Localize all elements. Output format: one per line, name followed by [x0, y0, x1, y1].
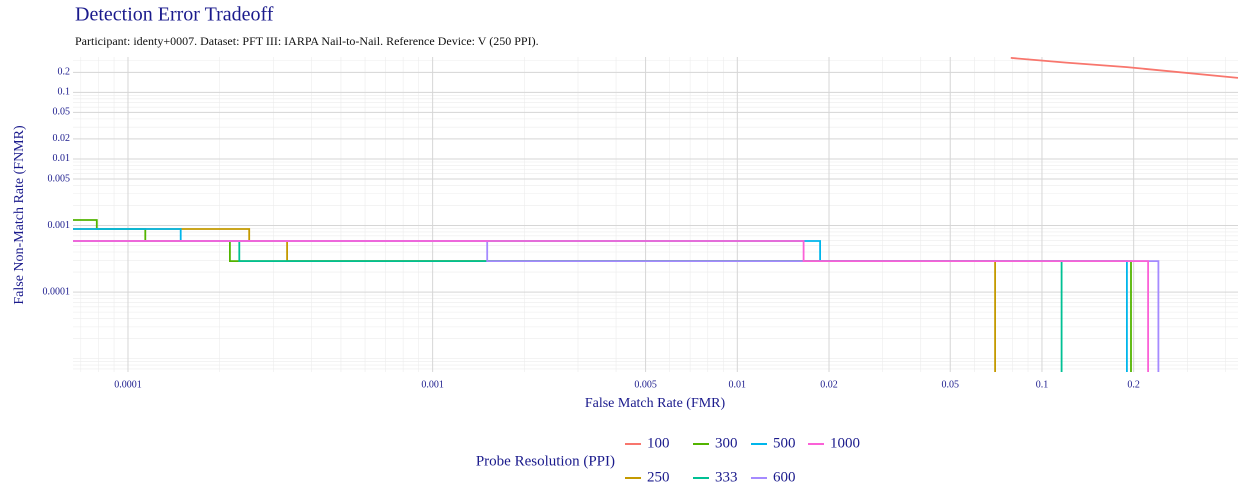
legend-label: 300	[715, 435, 738, 451]
series-line	[73, 219, 1132, 372]
series-line	[73, 240, 1063, 372]
x-tick-label: 0.001	[421, 379, 444, 390]
x-tick-label: 0.02	[820, 379, 838, 390]
y-axis-title: False Non-Match Rate (FNMR)	[12, 125, 27, 305]
chart-title: Detection Error Tradeoff	[75, 4, 274, 26]
series-line	[1010, 57, 1238, 79]
legend-label: 600	[773, 469, 796, 485]
x-tick-label: 0.1	[1036, 379, 1049, 390]
legend-title: Probe Resolution (PPI)	[476, 453, 615, 469]
legend-label: 1000	[830, 435, 860, 451]
legend-label: 100	[647, 435, 670, 451]
x-tick-label: 0.005	[634, 379, 657, 390]
legend-label: 333	[715, 469, 738, 485]
chart-subtitle: Participant: identy+0007. Dataset: PFT I…	[75, 34, 539, 48]
x-axis-title: False Match Rate (FMR)	[585, 396, 726, 411]
y-tick-label: 0.1	[58, 87, 71, 98]
legend-label: 250	[647, 469, 670, 485]
y-tick-label: 0.0001	[43, 286, 71, 297]
x-tick-label: 0.2	[1127, 379, 1140, 390]
y-tick-label: 0.2	[58, 67, 71, 78]
y-tick-label: 0.02	[53, 133, 71, 144]
y-tick-label: 0.001	[48, 220, 71, 231]
series-line	[73, 240, 1149, 372]
legend-label: 500	[773, 435, 796, 451]
x-tick-label: 0.0001	[114, 379, 142, 390]
y-tick-label: 0.005	[48, 173, 71, 184]
y-tick-label: 0.01	[53, 153, 71, 164]
y-tick-label: 0.05	[53, 107, 71, 118]
x-tick-label: 0.01	[729, 379, 747, 390]
x-tick-label: 0.05	[942, 379, 960, 390]
